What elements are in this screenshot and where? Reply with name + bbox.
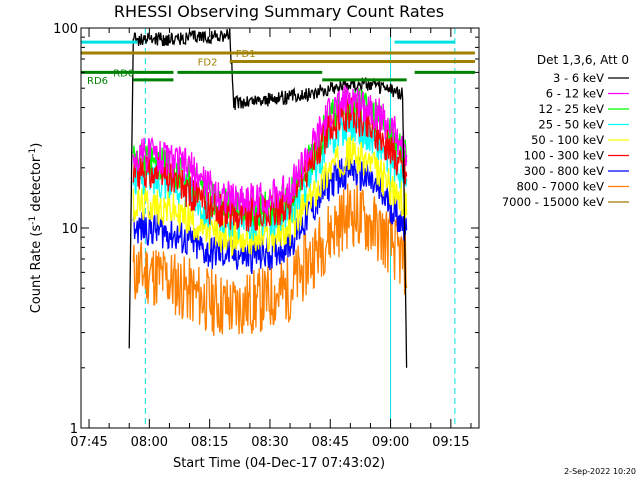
x-tick-label: 09:00 (372, 435, 409, 450)
legend-label-3-6-kev: 3 - 6 keV (553, 71, 604, 85)
x-axis: 07:45 08:00 08:15 08:30 08:45 09:00 09:15 (70, 28, 472, 450)
legend-label-50-100-kev: 50 - 100 keV (531, 133, 604, 147)
x-tick-label: 09:15 (432, 435, 469, 450)
plot-content: FD1 FD2 RD0 RD6 (80, 28, 475, 428)
y-tick-label: 1 (70, 422, 78, 437)
segment-label-rd0: RD0 (113, 68, 134, 79)
y-axis-label: Count Rate (s-1 detector-1) (28, 143, 44, 314)
segment-label-rd6: RD6 (87, 76, 108, 87)
y-axis-label-mid: detector (29, 156, 44, 216)
y-tick-label: 100 (53, 22, 78, 37)
legend-label-7000-15000-kev: 7000 - 15000 keV (502, 195, 604, 209)
x-tick-label: 07:45 (70, 435, 107, 450)
chart-title: RHESSI Observing Summary Count Rates (114, 2, 444, 21)
x-tick-label: 08:15 (191, 435, 228, 450)
x-axis-label: Start Time (04-Dec-17 07:43:02) (173, 456, 385, 471)
legend-label-300-800-kev: 300 - 800 keV (524, 164, 604, 178)
series-800-7000-kev (132, 183, 408, 336)
y-tick-label: 10 (61, 222, 78, 237)
y-axis: 1 10 100 (53, 22, 479, 437)
series-300-800-kev (132, 151, 408, 275)
series-3-6-kev (128, 29, 408, 368)
legend-label-800-7000-kev: 800 - 7000 keV (516, 180, 604, 194)
y-axis-label-end: ) (29, 143, 44, 148)
legend-label-12-25-kev: 12 - 25 keV (538, 102, 604, 116)
y-axis-label-sup1: -1 (28, 216, 38, 225)
legend-label-6-12-kev: 6 - 12 keV (546, 87, 604, 101)
y-axis-label-main: Count Rate (s (29, 225, 44, 314)
segment-label-fd1: FD1 (236, 49, 256, 60)
legend-label-25-50-kev: 25 - 50 keV (538, 118, 604, 132)
x-tick-label: 08:00 (131, 435, 168, 450)
series-6-12-kev (132, 82, 408, 217)
x-tick-label: 08:30 (251, 435, 288, 450)
legend-header: Det 1,3,6, Att 0 (537, 53, 629, 67)
legend-label-100-300-kev: 100 - 300 keV (524, 149, 604, 163)
footer-timestamp: 2-Sep-2022 10:20 (564, 467, 636, 476)
segment-label-fd2: FD2 (198, 57, 218, 68)
y-axis-label-sup2: -1 (28, 148, 38, 157)
x-tick-label: 08:45 (312, 435, 349, 450)
